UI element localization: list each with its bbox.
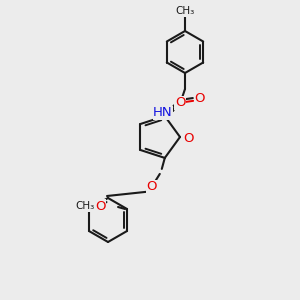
- Text: O: O: [183, 133, 193, 146]
- Text: CH₃: CH₃: [176, 6, 195, 16]
- Text: O: O: [95, 200, 105, 212]
- Text: HN: HN: [153, 106, 173, 119]
- Text: O: O: [175, 97, 185, 110]
- Text: O: O: [146, 180, 157, 194]
- Text: O: O: [194, 92, 205, 105]
- Text: CH₃: CH₃: [75, 201, 95, 211]
